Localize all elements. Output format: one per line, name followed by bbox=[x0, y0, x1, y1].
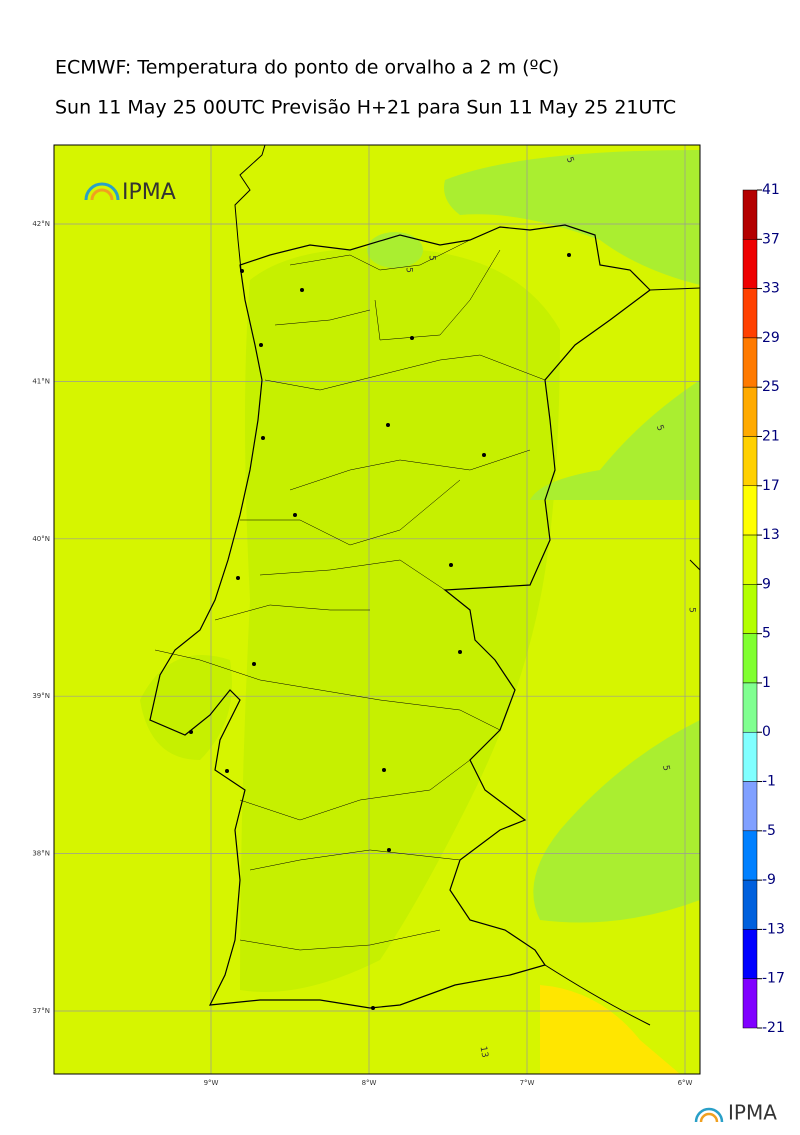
lat-label: 38°N bbox=[32, 850, 50, 858]
colorbar-label: 41 bbox=[762, 182, 780, 198]
field-zone bbox=[540, 985, 680, 1074]
colorbar-bin bbox=[742, 189, 758, 240]
colorbar-bin bbox=[742, 288, 758, 339]
district-borders bbox=[154, 239, 546, 951]
contour-label: 5 bbox=[427, 255, 437, 261]
lon-label: 8°W bbox=[362, 1079, 377, 1087]
field-zone bbox=[533, 720, 700, 923]
field-zone bbox=[444, 150, 700, 285]
lat-label: 40°N bbox=[32, 535, 50, 543]
colorbar-label: 33 bbox=[762, 281, 780, 297]
lon-label: 9°W bbox=[204, 1079, 219, 1087]
colorbar-bin bbox=[742, 239, 758, 289]
colorbar-bin bbox=[742, 485, 758, 536]
contour-label: 5 bbox=[564, 156, 575, 165]
field-zone bbox=[530, 380, 700, 500]
map-area: 5 5 5 5 5 5 13 IPMA bbox=[54, 145, 700, 1074]
title: ECMWF: Temperatura do ponto de orvalho a… bbox=[55, 57, 559, 79]
contour-label: 5 bbox=[654, 424, 665, 433]
colorbar-bin bbox=[742, 337, 758, 388]
coastline bbox=[234, 145, 700, 1026]
colorbar-label: -17 bbox=[762, 971, 785, 987]
lat-label: 37°N bbox=[32, 1007, 50, 1015]
lat-label: 39°N bbox=[32, 692, 50, 700]
colorbar-bin bbox=[742, 830, 758, 881]
logo: IPMA bbox=[84, 180, 176, 205]
colorbar-label: 5 bbox=[762, 626, 771, 642]
colorbar-label: -21 bbox=[762, 1020, 785, 1036]
cities bbox=[189, 253, 571, 1010]
colorbar-label: 21 bbox=[762, 428, 780, 444]
colorbar-label: 0 bbox=[762, 724, 771, 740]
colorbar-label: -1 bbox=[762, 774, 776, 790]
colorbar-label: -5 bbox=[762, 823, 776, 839]
colorbar-bin bbox=[742, 436, 758, 487]
colorbar-label: -9 bbox=[762, 872, 776, 888]
country-outline bbox=[149, 224, 651, 1009]
lat-label: 42°N bbox=[32, 220, 50, 228]
colorbar-bin bbox=[742, 731, 758, 782]
lon-label: 7°W bbox=[520, 1079, 535, 1087]
contour-label: 5 bbox=[404, 267, 414, 273]
colorbar-label: 9 bbox=[762, 576, 771, 592]
colorbar-bin bbox=[742, 978, 758, 1029]
footer-logo: IPMA bbox=[694, 1101, 777, 1125]
field-zone bbox=[240, 248, 560, 992]
lat-label: 41°N bbox=[32, 377, 50, 385]
colorbar-bin bbox=[742, 682, 758, 733]
subtitle: Sun 11 May 25 00UTC Previsão H+21 para S… bbox=[55, 97, 676, 119]
map-frame bbox=[53, 144, 701, 1075]
field-zone bbox=[367, 232, 423, 268]
colorbar-label: -13 bbox=[762, 921, 785, 937]
colorbar-bin bbox=[742, 633, 758, 684]
colorbar-bin bbox=[742, 781, 758, 832]
contour-label: 5 bbox=[660, 764, 671, 771]
colorbar-bin bbox=[742, 929, 758, 979]
colorbar-bin bbox=[742, 584, 758, 634]
contour-label: 13 bbox=[478, 1046, 490, 1059]
colorbar-label: 17 bbox=[762, 478, 780, 494]
colorbar-label: 1 bbox=[762, 675, 771, 691]
colorbar-label: 37 bbox=[762, 231, 780, 247]
colorbar-label: 29 bbox=[762, 330, 780, 346]
contour-label: 5 bbox=[687, 607, 697, 613]
colorbar-bin bbox=[742, 534, 758, 585]
footer-logo-text: IPMA bbox=[728, 1101, 777, 1125]
field-zone bbox=[140, 655, 232, 760]
colorbar-label: 13 bbox=[762, 527, 780, 543]
colorbar-bin bbox=[742, 879, 758, 930]
colorbar-label: 25 bbox=[762, 379, 780, 395]
colorbar-bin bbox=[742, 386, 758, 437]
lon-label: 6°W bbox=[678, 1079, 693, 1087]
logo-text: IPMA bbox=[122, 180, 176, 205]
